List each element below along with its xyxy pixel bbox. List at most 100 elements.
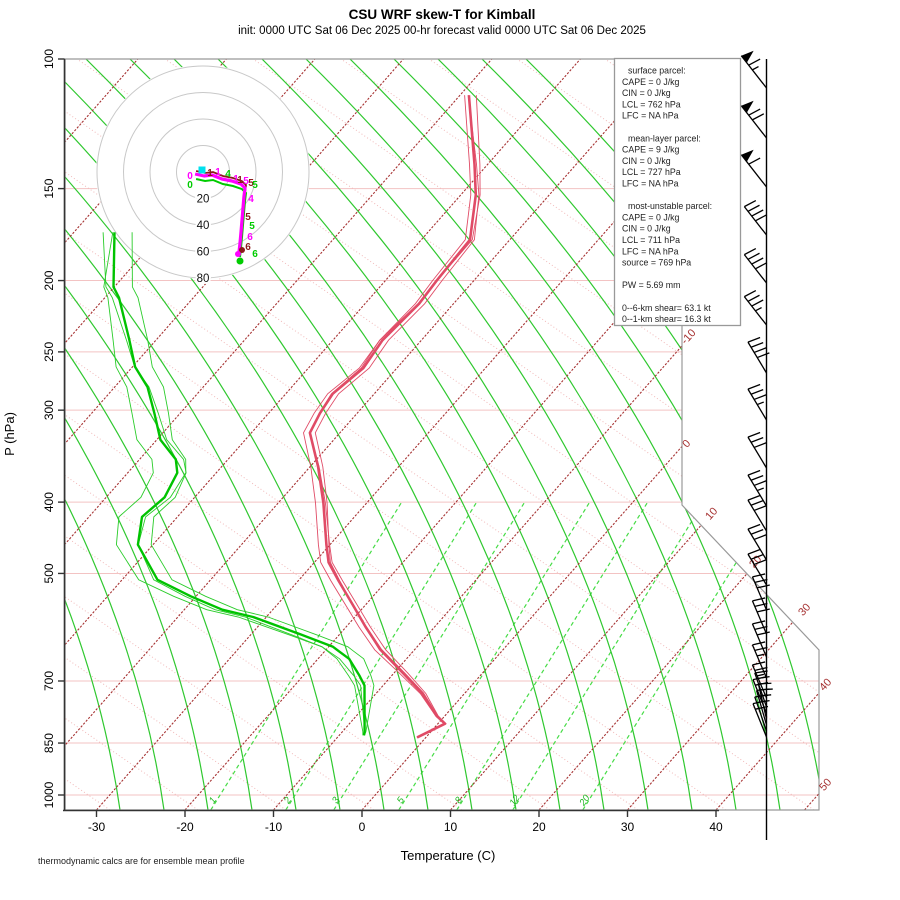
moist-adiabat-line xyxy=(65,59,165,810)
wind-barb-flag xyxy=(741,149,754,162)
wind-barb-full xyxy=(754,694,768,698)
parcel-box-line: LCL = 727 hPa xyxy=(622,167,681,177)
wind-barb xyxy=(743,247,768,284)
moist-adiabat-line xyxy=(65,59,297,810)
hodograph-ring xyxy=(96,65,310,279)
parcel-box-line: source = 769 hPa xyxy=(622,258,691,268)
wind-barb-full xyxy=(754,666,768,672)
wind-barb-full xyxy=(747,548,761,555)
wind-barb-full xyxy=(755,705,769,710)
wind-barb xyxy=(747,336,770,374)
profile-traces xyxy=(102,95,481,739)
wind-barb-stem xyxy=(740,55,768,89)
parcel-box-line: CIN = 0 J/kg xyxy=(622,88,671,98)
hodograph-height-label: 6 xyxy=(245,242,251,253)
temperature-tick-label: -20 xyxy=(176,820,194,834)
wind-barb xyxy=(740,149,768,188)
hodograph-end-dot-magenta xyxy=(235,251,241,257)
wind-barb-full xyxy=(754,646,768,652)
hodograph-origin-marker xyxy=(198,166,206,174)
wind-barb xyxy=(751,597,770,635)
isotherm-line xyxy=(65,59,670,810)
hodograph-ring xyxy=(123,92,283,252)
hodograph-height-label: 5 xyxy=(249,221,255,232)
y-axis-title: P (hPa) xyxy=(2,412,17,456)
temperature-tick-label: 0 xyxy=(359,820,366,834)
wind-barb-full xyxy=(756,584,770,589)
wind-barb-full xyxy=(752,597,766,602)
parcel-box-line: LCL = 762 hPa xyxy=(622,99,681,109)
dry-adiabat-line xyxy=(252,59,819,810)
dry-adiabat-line xyxy=(869,59,900,810)
temperature-mean xyxy=(308,95,478,739)
wind-barb xyxy=(743,289,768,326)
isotherm-line xyxy=(273,59,819,810)
wind-barbs xyxy=(740,50,773,840)
wind-barb-full xyxy=(754,578,768,584)
moist-adiabat-line xyxy=(65,59,209,810)
wind-barb-full xyxy=(750,529,764,535)
chart-subtitle: init: 0000 UTC Sat 06 Dec 2025 00-hr for… xyxy=(238,25,646,37)
wind-barb-half xyxy=(752,66,759,71)
hodograph-height-label: 1 xyxy=(215,167,221,178)
wind-barb-half xyxy=(756,401,764,406)
temperature-tick-label: 30 xyxy=(621,820,635,834)
wind-barb xyxy=(747,383,768,421)
hodograph-height-label: 1 xyxy=(233,174,239,185)
wind-barb-full xyxy=(754,625,768,631)
wind-barb-full xyxy=(748,157,761,165)
isotherm-label: 30 xyxy=(796,601,813,618)
temperature-member xyxy=(314,95,480,738)
wind-barb xyxy=(747,523,768,561)
dry-adiabat-line xyxy=(780,59,819,810)
wind-barb-full xyxy=(751,257,764,265)
wind-barb-half xyxy=(755,306,762,312)
dry-adiabat-line xyxy=(340,59,819,810)
hodograph-trace-magenta xyxy=(194,172,247,253)
pressure-tick-label: 150 xyxy=(42,178,56,198)
temperature-tick-label: 10 xyxy=(444,820,458,834)
wind-barb-stem xyxy=(747,499,768,532)
temperature-tick-label: -10 xyxy=(265,820,283,834)
mixing-ratio-label: 2 xyxy=(281,795,294,807)
hodograph-height-label: 6 xyxy=(252,249,258,260)
wind-barb xyxy=(740,100,768,139)
moist-adiabat-line xyxy=(65,59,253,810)
wind-barb-full xyxy=(747,383,761,390)
wind-barb xyxy=(747,431,768,469)
mixing-ratio-line xyxy=(512,501,705,810)
x-axis-title: Temperature (C) xyxy=(401,848,496,863)
dry-adiabat-line xyxy=(164,59,819,810)
parcel-box-line: 0--6-km shear= 63.1 kt xyxy=(622,303,711,313)
wind-barb-full xyxy=(755,262,768,270)
wind-barb-full xyxy=(756,608,770,613)
parcel-box-line: CIN = 0 J/kg xyxy=(622,224,671,234)
wind-barb xyxy=(740,50,768,89)
dry-adiabat-line xyxy=(65,59,819,810)
wind-barb-full xyxy=(753,480,767,487)
parcel-box-line: LFC = NA hPa xyxy=(622,179,679,189)
wind-barb-full xyxy=(750,554,764,560)
moist-adiabat-line xyxy=(305,59,737,810)
wind-barb-full xyxy=(752,700,766,705)
mixing-ratio-label: 1 xyxy=(207,795,219,806)
wind-barb-full xyxy=(756,688,770,692)
wind-barb-full xyxy=(748,58,761,66)
wind-barb xyxy=(751,661,768,699)
parcel-box-line: LFC = NA hPa xyxy=(622,111,679,121)
hodograph-ring-label: 40 xyxy=(197,220,210,232)
wind-barb-full xyxy=(753,394,767,401)
mixing-ratio-line xyxy=(285,501,478,810)
pressure-tick-label: 400 xyxy=(42,492,56,512)
temperature-profile xyxy=(303,95,481,739)
hodograph-height-label: 1 xyxy=(207,168,213,179)
mixing-ratio-line xyxy=(398,501,591,810)
wind-barb-full xyxy=(752,620,766,625)
moist-adiabat-line xyxy=(261,59,693,810)
wind-barb-half xyxy=(756,673,765,677)
pressure-tick-label: 300 xyxy=(42,400,56,420)
wind-barb-full xyxy=(754,670,768,674)
hodograph-ring xyxy=(149,118,257,226)
wind-barb-full xyxy=(752,113,765,121)
